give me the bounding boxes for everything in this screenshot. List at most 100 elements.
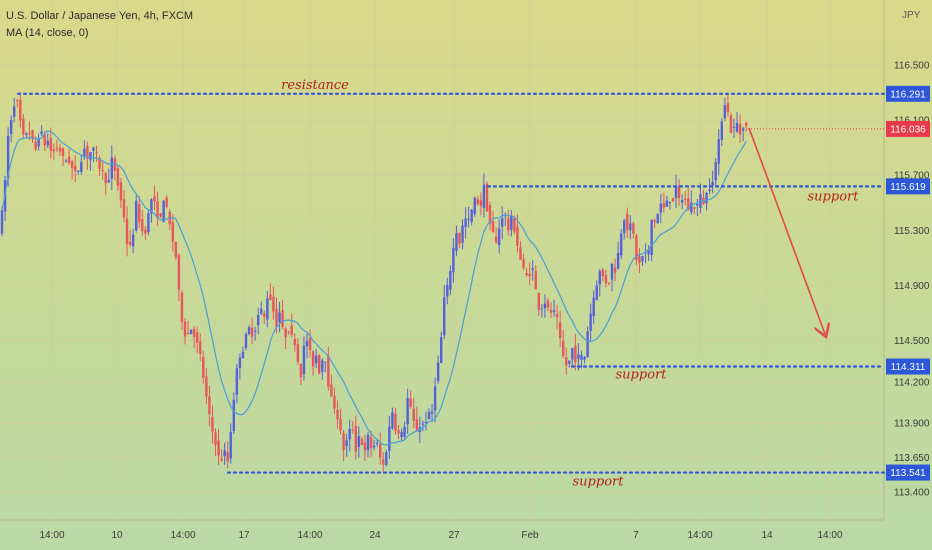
candle-body — [37, 138, 40, 147]
candle-body — [623, 220, 626, 234]
candle-body — [110, 157, 113, 179]
candle-body — [507, 218, 510, 231]
candle-body — [333, 395, 336, 409]
candle-body — [293, 339, 296, 345]
candle-body — [555, 313, 559, 318]
candle-body — [674, 185, 678, 198]
candle-body — [406, 398, 409, 425]
candle-body — [272, 296, 275, 312]
candle-body — [101, 170, 104, 172]
candle-body — [723, 104, 727, 119]
candle-body — [632, 223, 635, 234]
candle-body — [485, 183, 489, 212]
forecast-arrow — [748, 127, 825, 334]
candle-body — [592, 297, 595, 317]
price-badges: 116.291 115.619 114.311 113.541 116.036 — [748, 85, 930, 481]
candle-body — [430, 411, 434, 414]
candle-body — [729, 115, 733, 133]
candle-body — [619, 233, 623, 256]
candle-body — [311, 351, 315, 367]
time-tick-label: 17 — [238, 530, 250, 541]
candle-body — [482, 184, 486, 208]
candle-body — [226, 452, 229, 462]
time-tick-label: 14 — [761, 530, 773, 541]
candle-body — [13, 106, 16, 117]
candle-body — [308, 338, 312, 351]
candle-body — [196, 332, 199, 343]
candle-body — [159, 213, 162, 217]
candle-body — [247, 327, 251, 334]
candle-body — [372, 445, 376, 448]
candle-body — [690, 202, 693, 213]
candle-body — [650, 219, 653, 255]
candle-body — [46, 140, 49, 146]
candle-body — [250, 327, 254, 337]
candle-body — [235, 368, 239, 395]
candle-body — [180, 292, 184, 323]
candle-body — [693, 207, 696, 209]
candle-body — [571, 348, 574, 360]
candle-body — [662, 202, 666, 208]
level-price-badge — [886, 358, 930, 375]
candle-body — [16, 100, 19, 102]
candle-body — [0, 210, 4, 234]
candlestick-series — [0, 92, 748, 473]
candle-body — [607, 282, 611, 284]
candle-body — [125, 218, 129, 245]
level-annotation: support — [808, 189, 860, 204]
candle-body — [436, 362, 440, 381]
candle-body — [604, 275, 608, 284]
candle-body — [305, 340, 309, 347]
time-tick-label: 10 — [111, 530, 123, 541]
price-tick-label: 114.500 — [894, 336, 930, 347]
candle-body — [330, 384, 333, 397]
candle-body — [516, 226, 519, 246]
level-price-badge — [886, 85, 930, 102]
candle-body — [687, 198, 690, 211]
candle-body — [455, 233, 458, 252]
candle-body — [525, 273, 528, 276]
candle-body — [165, 197, 168, 207]
level-price-badge — [886, 178, 930, 195]
candle-body — [647, 249, 650, 255]
candle-body — [150, 199, 153, 214]
level-price-badge — [886, 464, 930, 481]
candle-body — [711, 181, 714, 186]
candle-body — [141, 219, 144, 232]
level-price-text: 116.291 — [890, 89, 926, 100]
candle-body — [574, 345, 577, 363]
candle-body — [531, 268, 534, 271]
candle-body — [220, 458, 223, 461]
candle-body — [275, 308, 278, 328]
candle-body — [89, 151, 92, 160]
indicator-label[interactable]: MA (14, close, 0) — [6, 27, 89, 39]
candle-body — [470, 209, 473, 222]
candle-body — [232, 399, 235, 432]
candle-body — [400, 431, 403, 438]
candle-body — [677, 186, 681, 199]
candle-body — [183, 321, 187, 337]
candle-body — [732, 126, 736, 128]
price-tick-label: 113.900 — [894, 419, 930, 430]
candle-body — [122, 199, 126, 218]
candle-body — [360, 439, 364, 445]
candle-body — [626, 213, 629, 231]
candle-body — [552, 310, 556, 312]
candle-body — [83, 148, 86, 158]
candle-body — [537, 293, 540, 310]
candle-body — [638, 256, 641, 263]
candle-body — [40, 131, 43, 135]
candle-body — [641, 255, 644, 262]
candle-body — [720, 121, 723, 140]
candle-body — [202, 357, 205, 378]
candle-body — [128, 241, 132, 245]
candle-body — [738, 124, 742, 135]
candle-body — [263, 313, 266, 317]
candle-body — [119, 182, 123, 201]
candle-body — [162, 200, 165, 223]
time-axis[interactable]: 14:00 10 14:00 17 14:00 24 27 Feb 7 14:00 14 14:00 — [39, 530, 842, 541]
last-price-text: 116.036 — [890, 124, 926, 135]
candle-body — [479, 200, 483, 206]
candle-body — [278, 312, 281, 323]
